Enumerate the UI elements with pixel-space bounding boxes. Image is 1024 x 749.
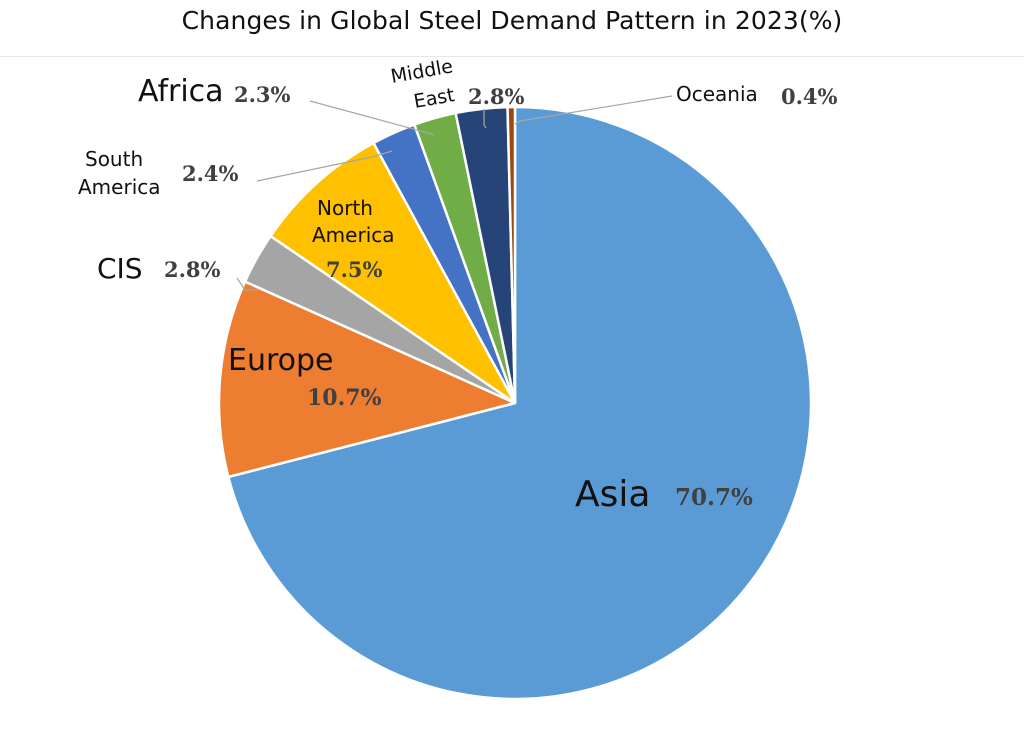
leader-line-oceania bbox=[514, 95, 673, 125]
slice-asia bbox=[227, 105, 813, 701]
label-name-asia: Asia bbox=[575, 474, 650, 515]
label-name-south-america-1: South bbox=[85, 147, 143, 171]
slice-oceania bbox=[506, 105, 517, 405]
label-value-middle-east: 2.8% bbox=[468, 84, 525, 109]
label-name-africa: Africa bbox=[138, 74, 224, 109]
label-value-oceania: 0.4% bbox=[781, 84, 838, 109]
chart-area: Asia 70.7% Europe 10.7% CIS 2.8% North America 7… bbox=[0, 56, 1024, 748]
label-value-asia: 70.7% bbox=[675, 484, 753, 511]
leader-line-south-america bbox=[256, 150, 393, 182]
slice-europe bbox=[217, 280, 517, 479]
label-name-south-america-2: America bbox=[78, 175, 161, 199]
label-name-middle-east-1: Middle bbox=[389, 57, 455, 88]
label-name-europe: Europe bbox=[228, 343, 334, 378]
label-name-north-america-1: North bbox=[317, 196, 373, 220]
pie-slices bbox=[217, 105, 813, 701]
leader-line-middle-east bbox=[483, 109, 487, 129]
slice-labels: Asia 70.7% Europe 10.7% CIS 2.8% North America 7… bbox=[78, 57, 838, 515]
label-value-north-america: 7.5% bbox=[326, 257, 383, 282]
leader-lines bbox=[236, 95, 673, 291]
label-value-africa: 2.3% bbox=[234, 82, 291, 107]
chart-title: Changes in Global Steel Demand Pattern i… bbox=[181, 6, 843, 35]
label-name-north-america-2: America bbox=[312, 223, 395, 247]
label-name-cis: CIS bbox=[97, 252, 143, 285]
label-value-europe: 10.7% bbox=[307, 385, 382, 411]
leader-line-cis bbox=[236, 277, 258, 291]
label-name-middle-east-2: East bbox=[412, 84, 456, 113]
slice-north-america bbox=[269, 141, 517, 405]
leader-line-africa bbox=[309, 100, 435, 136]
label-name-oceania: Oceania bbox=[676, 82, 758, 106]
label-value-south-america: 2.4% bbox=[182, 161, 239, 186]
label-value-cis: 2.8% bbox=[164, 257, 221, 282]
pie-chart: Asia 70.7% Europe 10.7% CIS 2.8% North America 7… bbox=[78, 57, 838, 701]
